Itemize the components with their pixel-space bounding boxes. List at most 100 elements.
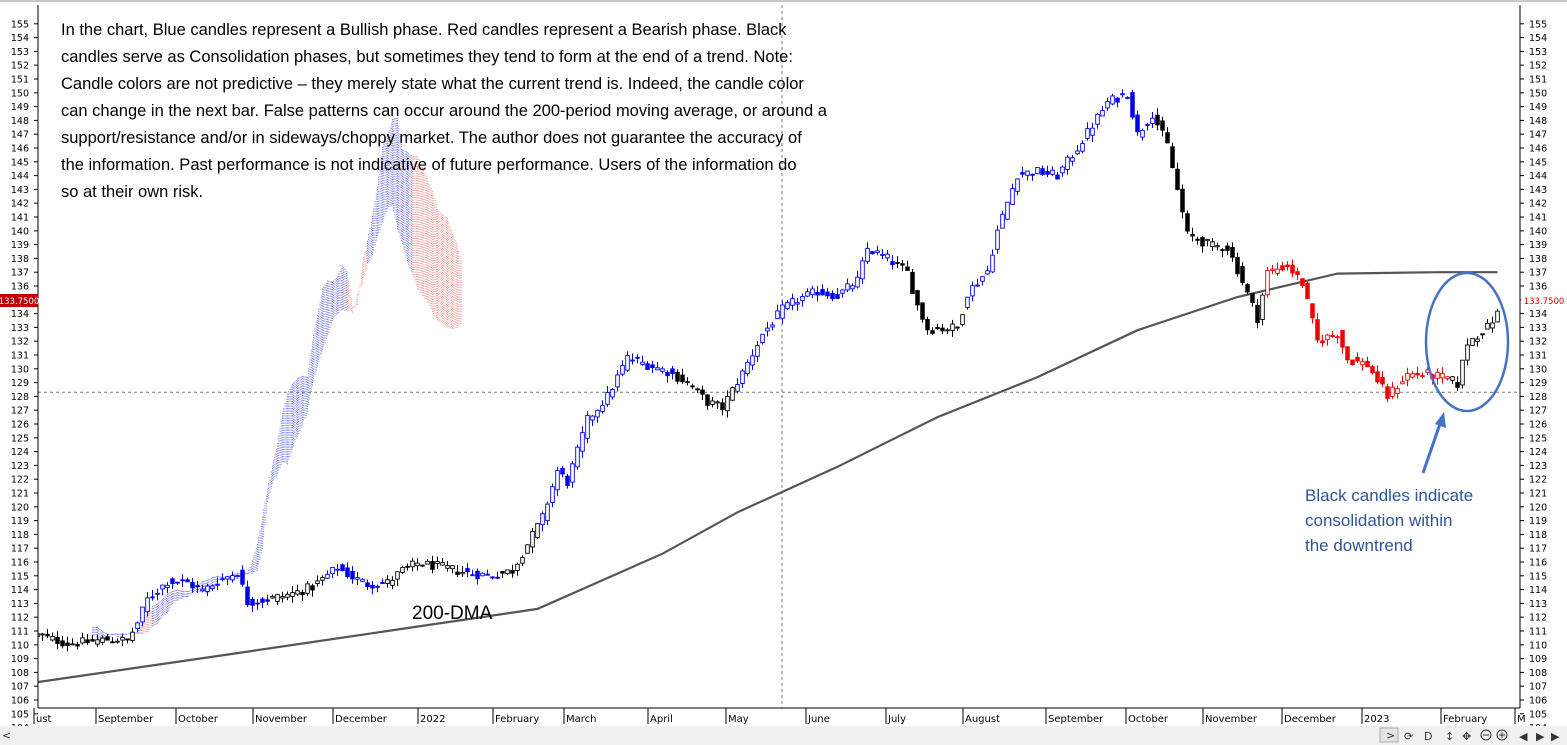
scroll-right-arrow[interactable]: > (1386, 729, 1395, 742)
x-tick-label: July (887, 714, 906, 725)
candle-body (1145, 124, 1150, 126)
vertical-resize-icon[interactable]: ↕ (1445, 730, 1454, 743)
candle-body (175, 581, 180, 584)
y-tick-label-left: 132 (11, 337, 29, 348)
candle-body (1495, 310, 1500, 323)
candle-body (440, 562, 445, 566)
candle-body (350, 571, 355, 580)
callout-line-1: Black candles indicate (1305, 486, 1473, 505)
candle-body (1310, 303, 1315, 319)
candle-body (200, 588, 205, 592)
y-tick-label-right: 129 (1529, 378, 1547, 389)
candle-body (1320, 340, 1325, 344)
candle-body (865, 247, 870, 262)
candle-body (55, 636, 60, 644)
y-tick-label-right: 136 (1529, 282, 1547, 293)
candle-body (1230, 247, 1235, 258)
y-tick-label-left: 111 (11, 627, 29, 638)
x-tick-label: September (1048, 714, 1104, 725)
candle-body (140, 606, 145, 623)
scroll-left-end-icon[interactable]: ◀ (1519, 730, 1528, 743)
x-tick-label: 2023 (1364, 714, 1389, 725)
current-price-left: 133.7500 (0, 294, 39, 307)
move-icon[interactable]: ✥ (1462, 730, 1471, 743)
current-price-left-box (0, 294, 38, 307)
candles (35, 89, 1500, 652)
candle-body (935, 327, 940, 330)
candle-body (465, 568, 470, 573)
candle-body (425, 560, 430, 565)
candle-body (760, 333, 765, 343)
candle-body (520, 557, 525, 564)
candle-body (1285, 264, 1290, 267)
candle-body (715, 401, 720, 404)
candle-body (575, 446, 580, 468)
candle-body (1235, 256, 1240, 275)
candle-body (240, 569, 245, 585)
candle-body (490, 576, 495, 579)
candle-body (1090, 127, 1095, 136)
y-tick-label-left: 142 (11, 199, 29, 210)
y-tick-label-right: 152 (1529, 61, 1547, 72)
candle-body (925, 318, 930, 331)
candle-body (1470, 337, 1475, 346)
zoom-out-icon[interactable] (1480, 729, 1492, 741)
candle-body (850, 285, 855, 290)
y-tick-label-right: 125 (1529, 433, 1547, 444)
candle-body (955, 326, 960, 329)
candle-body (1055, 174, 1060, 180)
scroll-right-button[interactable] (1379, 727, 1399, 743)
y-tick-label-left: 151 (11, 75, 29, 86)
candle-body (1300, 278, 1305, 287)
candle-body (1105, 101, 1110, 109)
y-tick-label-left: 127 (11, 406, 29, 417)
zoom-in-icon[interactable] (1496, 729, 1508, 741)
current-price-right-box (1521, 294, 1567, 307)
y-tick-label-left: 138 (11, 254, 29, 265)
x-tick-label: December (335, 714, 388, 725)
scroll-left-arrow[interactable]: < (2, 729, 11, 742)
note-line-2: candles serve as Consolidation phases, b… (61, 48, 793, 66)
candle-body (810, 288, 815, 296)
candle-body (745, 361, 750, 374)
candle-body (540, 513, 545, 526)
candle-body (1165, 132, 1170, 144)
candle-body (765, 327, 770, 332)
y-tick-label-right: 132 (1529, 337, 1547, 348)
scroll-end-icon[interactable]: ▶ (1551, 730, 1560, 743)
note-line-1: In the chart, Blue candles represent a B… (61, 21, 787, 39)
y-tick-label-left: 143 (11, 185, 29, 196)
y-tick-label-left: 106 (11, 696, 29, 707)
candle-body (405, 565, 410, 568)
candle-body (1290, 264, 1295, 274)
candle-body (415, 562, 420, 567)
candle-body (170, 578, 175, 584)
candle-body (50, 635, 55, 641)
candle-body (795, 302, 800, 305)
candle-body (1220, 249, 1225, 252)
candle-body (190, 582, 195, 589)
candle-body (905, 266, 910, 271)
candle-body (805, 291, 810, 297)
y-tick-label-left: 129 (11, 378, 29, 389)
current-price-right-text: 133.7500 (1524, 297, 1565, 307)
candle-body (100, 637, 105, 643)
x-tick-label: April (650, 714, 673, 725)
scrollbar-track[interactable] (0, 726, 1567, 745)
note-line-3: Candle colors are not predictive – they … (61, 75, 804, 93)
candle-body (650, 364, 655, 369)
disclaimer-note: In the chart, Blue candles represent a B… (61, 21, 828, 201)
y-tick-label-right: 113 (1529, 599, 1547, 610)
scroll-right-end-icon[interactable]: ▶ (1536, 730, 1545, 743)
y-tick-label-right: 148 (1529, 116, 1547, 127)
x-tick-label: February (495, 714, 539, 725)
candle-body (980, 276, 985, 282)
y-tick-label-right: 155 (1529, 19, 1547, 30)
candle-body (145, 597, 150, 613)
candle-body (210, 585, 215, 590)
y-tick-label-left: 107 (11, 682, 29, 693)
refresh-icon[interactable]: ⟳ (1404, 730, 1413, 743)
d-button[interactable]: D (1424, 730, 1432, 743)
y-tick-label-right: 144 (1529, 171, 1547, 182)
